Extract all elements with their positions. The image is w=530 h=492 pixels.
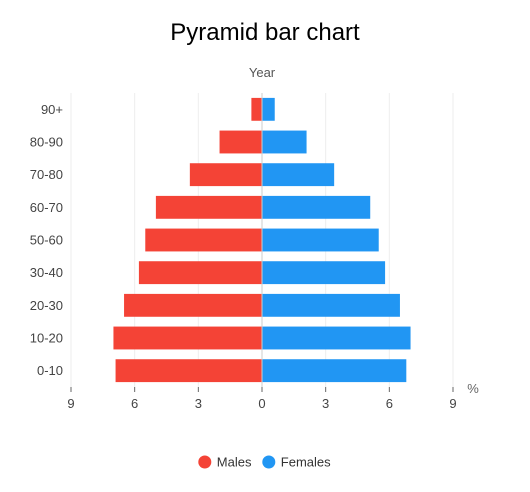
y-tick-label: 60-70 <box>30 200 63 215</box>
bar-males-50-60[interactable] <box>145 228 262 252</box>
y-tick-label: 0-10 <box>37 363 63 378</box>
bar-females-50-60[interactable] <box>262 228 379 252</box>
bar-males-0-10[interactable] <box>115 359 262 383</box>
bars-layer <box>113 93 411 387</box>
y-tick-label: 50-60 <box>30 233 63 248</box>
x-tick-label: 6 <box>386 396 393 411</box>
bar-males-20-30[interactable] <box>124 293 262 317</box>
bar-males-10-20[interactable] <box>113 326 262 350</box>
x-tick-label: 6 <box>131 396 138 411</box>
y-tick-label: 10-20 <box>30 331 63 346</box>
bar-females-20-30[interactable] <box>262 293 400 317</box>
x-tick-label: 3 <box>195 396 202 411</box>
y-tick-label: 30-40 <box>30 265 63 280</box>
x-axis-ticks: 9 6 3 0 3 6 9 <box>67 387 457 411</box>
bar-males-60-70[interactable] <box>155 195 262 219</box>
bar-females-60-70[interactable] <box>262 195 371 219</box>
bar-females-90+[interactable] <box>262 97 275 121</box>
bar-females-80-90[interactable] <box>262 130 307 154</box>
legend-label-females[interactable]: Females <box>281 455 331 470</box>
bar-males-70-80[interactable] <box>189 163 262 187</box>
y-axis-labels: 0-10 10-20 20-30 30-40 50-60 60-70 70-80 80-90 9… <box>30 102 63 378</box>
y-tick-label: 90+ <box>41 102 63 117</box>
chart-title: Pyramid bar chart <box>170 19 360 46</box>
bar-females-10-20[interactable] <box>262 326 411 350</box>
x-unit-label: % <box>467 381 479 396</box>
y-tick-label: 20-30 <box>30 298 63 313</box>
axis-top-label: Year <box>249 65 276 80</box>
x-tick-label: 3 <box>322 396 329 411</box>
x-tick-label: 0 <box>258 396 265 411</box>
legend-label-males[interactable]: Males <box>217 455 252 470</box>
bar-males-90+[interactable] <box>251 97 262 121</box>
x-tick-label: 9 <box>449 396 456 411</box>
bar-males-80-90[interactable] <box>219 130 262 154</box>
y-tick-label: 80-90 <box>30 135 63 150</box>
bar-females-70-80[interactable] <box>262 163 335 187</box>
bar-females-0-10[interactable] <box>262 359 407 383</box>
legend-marker-females[interactable] <box>262 455 276 469</box>
legend[interactable]: Males Females <box>198 455 331 470</box>
y-tick-label: 70-80 <box>30 167 63 182</box>
bar-males-30-40[interactable] <box>138 261 262 285</box>
bar-females-30-40[interactable] <box>262 261 386 285</box>
x-tick-label: 9 <box>67 396 74 411</box>
legend-marker-males[interactable] <box>198 455 212 469</box>
